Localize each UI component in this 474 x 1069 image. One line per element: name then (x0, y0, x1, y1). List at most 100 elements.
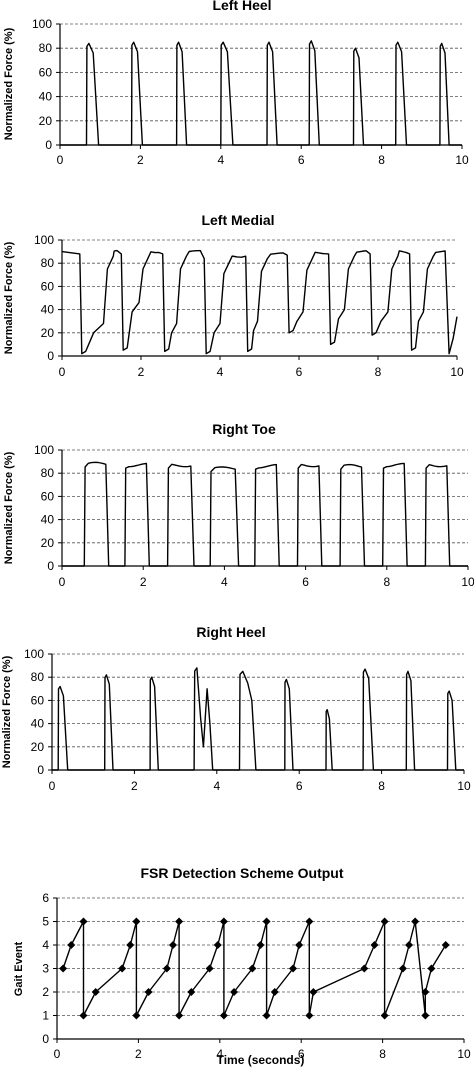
x-tick-label: 4 (221, 575, 228, 589)
y-axis-label: Gait Event (13, 941, 25, 996)
x-tick-label: 10 (457, 1047, 471, 1061)
data-point (360, 964, 369, 973)
x-tick-label: 6 (296, 779, 303, 793)
data-point (289, 964, 298, 973)
y-tick-label: 60 (31, 693, 45, 707)
y-tick-label: 20 (41, 536, 55, 550)
data-point (398, 964, 407, 973)
y-tick-label: 60 (41, 489, 55, 503)
data-point (380, 1011, 389, 1020)
x-tick-label: 4 (217, 153, 224, 167)
chart-title: Left Heel (212, 0, 271, 13)
data-point (162, 964, 171, 973)
data-point (370, 941, 379, 949)
data-point (144, 988, 153, 996)
data-point (91, 988, 100, 996)
y-tick-label: 80 (31, 670, 45, 684)
data-point (132, 917, 141, 926)
y-tick-label: 0 (45, 138, 52, 152)
series-line (60, 40, 462, 146)
x-tick-label: 10 (457, 779, 471, 793)
data-point (219, 917, 228, 926)
data-point (187, 988, 196, 996)
y-tick-label: 40 (39, 90, 53, 104)
y-tick-label: 1 (42, 1009, 49, 1023)
data-point (421, 1011, 430, 1020)
data-point (59, 964, 68, 973)
y-axis-label: Normalized Force (%) (3, 451, 15, 564)
data-point (295, 941, 304, 949)
y-tick-label: 0 (47, 559, 54, 573)
y-tick-label: 2 (42, 985, 49, 999)
series-line (62, 461, 468, 567)
y-tick-label: 100 (24, 647, 44, 661)
y-tick-label: 20 (31, 740, 45, 754)
y-tick-label: 6 (42, 891, 49, 905)
x-tick-label: 0 (59, 575, 66, 589)
x-tick-label: 8 (378, 779, 385, 793)
chart-left-medial: Left Medial Normalized Force (%) 0204060… (3, 212, 464, 379)
y-axis-label: Normalized Force (%) (3, 241, 15, 354)
x-tick-label: 6 (298, 153, 305, 167)
x-tick-label: 2 (131, 779, 138, 793)
x-tick-label: 6 (302, 575, 309, 589)
y-tick-label: 40 (31, 717, 45, 731)
chart-title: Right Toe (212, 421, 276, 437)
data-point (230, 988, 239, 996)
data-point (305, 1011, 314, 1020)
y-tick-label: 3 (42, 962, 49, 976)
y-tick-label: 4 (42, 938, 49, 952)
x-tick-label: 2 (138, 365, 145, 379)
x-tick-label: 10 (455, 153, 469, 167)
data-point (248, 964, 257, 973)
y-tick-label: 80 (41, 256, 55, 270)
chart-fsr-detection-output: FSR Detection Scheme Output Gait Event 0… (13, 865, 471, 1067)
x-tick-label: 2 (140, 575, 147, 589)
x-tick-label: 0 (57, 153, 64, 167)
x-tick-label: 10 (450, 365, 464, 379)
data-point (168, 941, 177, 949)
data-point (118, 964, 127, 973)
data-point (132, 1011, 141, 1020)
series-line (61, 249, 458, 355)
y-tick-label: 0 (42, 1032, 49, 1046)
y-tick-label: 5 (42, 915, 49, 929)
series-line (52, 667, 464, 771)
x-tick-label: 4 (216, 1047, 223, 1061)
chart-title: FSR Detection Scheme Output (140, 865, 343, 881)
chart-title: Left Medial (201, 212, 274, 228)
data-point (175, 917, 184, 926)
x-tick-label: 8 (383, 575, 390, 589)
x-tick-label: 6 (298, 1047, 305, 1061)
data-point (79, 917, 88, 926)
x-tick-label: 8 (379, 1047, 386, 1061)
y-tick-label: 20 (39, 114, 53, 128)
x-tick-label: 8 (375, 365, 382, 379)
data-point (309, 988, 318, 996)
data-point (126, 941, 135, 949)
data-point (256, 941, 265, 949)
data-point (213, 941, 222, 949)
x-tick-label: 2 (137, 153, 144, 167)
y-tick-label: 60 (41, 279, 55, 293)
data-point (441, 941, 450, 949)
data-point (205, 964, 214, 973)
y-tick-label: 100 (34, 233, 54, 247)
x-tick-label: 4 (217, 365, 224, 379)
x-tick-label: 0 (49, 779, 56, 793)
y-tick-label: 40 (41, 513, 55, 527)
y-tick-label: 0 (37, 763, 44, 777)
data-point (421, 988, 430, 996)
x-tick-label: 4 (213, 779, 220, 793)
data-point (270, 988, 279, 996)
y-tick-label: 80 (41, 466, 55, 480)
data-point (219, 1011, 228, 1020)
y-tick-label: 60 (39, 65, 53, 79)
x-tick-label: 0 (59, 365, 66, 379)
data-point (175, 1011, 184, 1020)
chart-title: Right Heel (196, 624, 265, 640)
chart-right-heel: Right Heel Normalized Force (%) 02040608… (1, 624, 471, 793)
data-point (67, 941, 76, 949)
x-tick-label: 0 (54, 1047, 61, 1061)
